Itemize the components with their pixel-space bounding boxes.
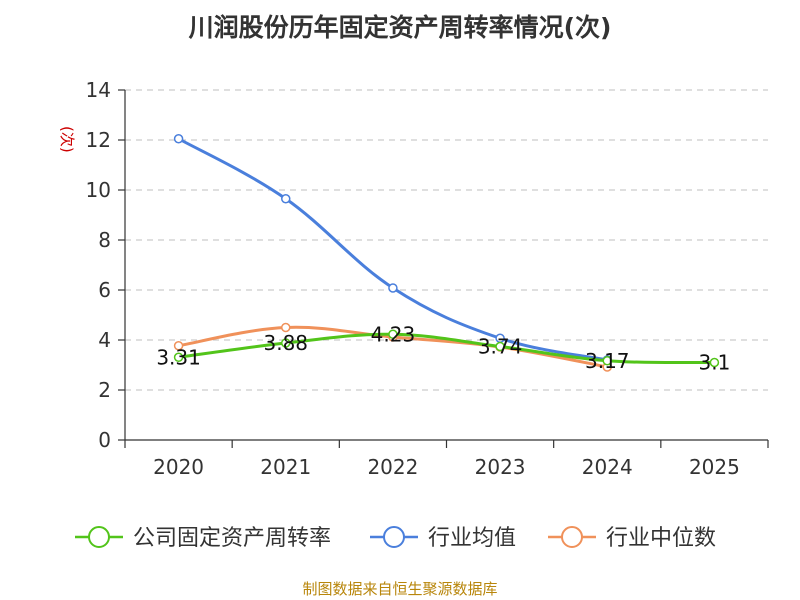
data-point-2-2021 [281, 322, 291, 333]
x-tick-label-2023: 2023 [475, 455, 526, 479]
legend-item-0: 公司固定资产周转率 [75, 526, 331, 551]
legend-item-1: 行业均值 [370, 526, 516, 551]
y-tick-label-8: 8 [98, 228, 111, 252]
axes: 0 2 4 6 8 10 12 14 2020 2021 2022 2023 2024 2025 [86, 78, 769, 479]
x-tick-label-2021: 2021 [260, 455, 311, 479]
source-note: 制图数据来自恒生聚源数据库 [302, 580, 498, 598]
x-tick-label-2022: 2022 [367, 455, 418, 479]
legend-item-2: 行业中位数 [548, 526, 716, 551]
data-point-0-2021 [281, 338, 291, 348]
y-tick-label-0: 0 [98, 428, 111, 452]
legend-label-0: 公司固定资产周转率 [133, 526, 331, 551]
data-point-1-2020 [173, 134, 184, 144]
y-axis-label: (次) [58, 126, 76, 153]
x-tick-label-2025: 2025 [689, 455, 740, 479]
legend-marker-2 [561, 526, 583, 548]
legend-label-1: 行业均值 [428, 526, 516, 551]
x-tick-label-2020: 2020 [153, 455, 204, 479]
data-point-0-2020 [173, 352, 184, 362]
series-layer [173, 134, 720, 372]
data-label-2024: 3.17 [585, 349, 630, 373]
data-point-2-2020 [173, 341, 184, 351]
chart-title: 川润股份历年固定资产周转率情况(次) [188, 13, 612, 42]
y-tick-label-2: 2 [98, 378, 111, 402]
series-0 [173, 329, 720, 368]
y-tick-label-12: 12 [86, 128, 111, 152]
data-label-2023: 3.74 [478, 335, 523, 359]
grid-lines [125, 89, 768, 391]
series-line-0 [178, 332, 715, 365]
data-label-2025: 3.1 [699, 351, 731, 375]
data-point-0-2023 [495, 341, 505, 352]
y-tick-label-14: 14 [86, 78, 111, 102]
data-point-0-2022 [388, 329, 398, 339]
data-label-2020: 3.31 [156, 345, 201, 369]
data-point-1-2022 [388, 283, 398, 293]
legend: 公司固定资产周转率 行业均值 行业中位数 [75, 526, 716, 551]
data-point-0-2024 [602, 356, 612, 366]
y-tick-label-10: 10 [86, 178, 111, 202]
legend-label-2: 行业中位数 [606, 526, 716, 551]
data-point-1-2021 [281, 194, 291, 204]
legend-marker-1 [383, 526, 405, 548]
x-tick-label-2024: 2024 [582, 455, 633, 479]
data-label-2021: 3.88 [263, 331, 308, 355]
y-tick-label-4: 4 [98, 328, 111, 352]
y-tick-label-6: 6 [98, 278, 111, 302]
data-labels: 3.31 3.88 4.23 3.74 3.17 3.1 [156, 322, 730, 374]
data-point-0-2025 [709, 357, 720, 368]
data-label-2022: 4.23 [371, 322, 416, 346]
legend-marker-0 [88, 526, 110, 548]
